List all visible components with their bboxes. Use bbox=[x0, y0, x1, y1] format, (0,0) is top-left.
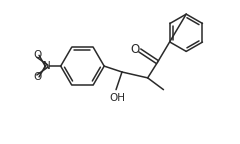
Text: O: O bbox=[34, 50, 42, 60]
Text: O: O bbox=[130, 43, 139, 56]
Text: N: N bbox=[43, 61, 51, 71]
Text: OH: OH bbox=[109, 93, 125, 103]
Text: O: O bbox=[34, 72, 42, 82]
